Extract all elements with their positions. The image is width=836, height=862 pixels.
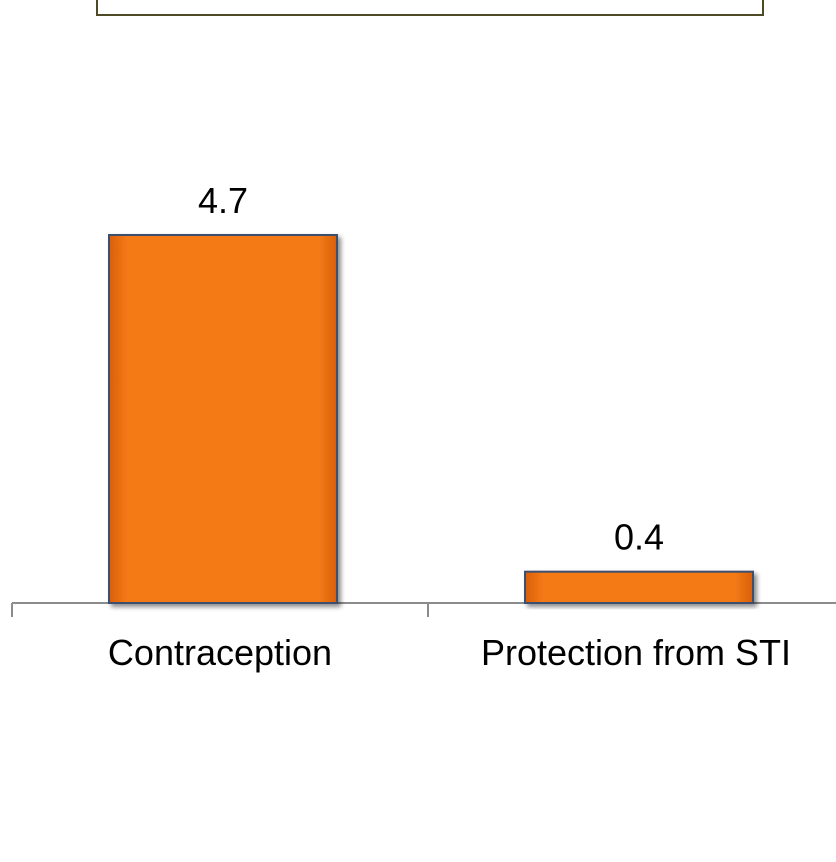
- x-axis: [11, 602, 836, 617]
- bars: [108, 233, 754, 605]
- category-label: Contraception: [108, 632, 332, 673]
- labels: 4.7 Contraception 0.4 Protection from STI: [108, 180, 791, 673]
- data-label: 4.7: [198, 180, 248, 221]
- bar-contraception: [108, 233, 338, 605]
- data-label: 0.4: [614, 517, 664, 558]
- header-band: [96, 0, 764, 16]
- bar-protection-from-sti: [524, 570, 754, 604]
- category-label: Protection from STI: [481, 632, 791, 673]
